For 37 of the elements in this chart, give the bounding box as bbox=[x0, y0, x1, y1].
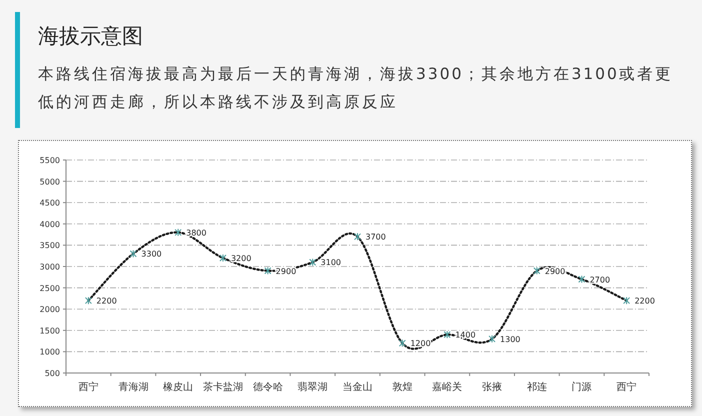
x-tick-label: 西宁 bbox=[616, 381, 637, 393]
x-tick-label: 门源 bbox=[572, 381, 592, 393]
y-tick-label: 2500 bbox=[40, 284, 60, 293]
x-tick-label: 翡翠湖 bbox=[298, 381, 328, 393]
x-tick-label: 祁连 bbox=[526, 381, 547, 393]
chart-subtitle: 本路线住宿海拔最高为最后一天的青海湖，海拔3300；其余地方在3100或者更低的河西走廊，所以本路线不涉及到高原反应 bbox=[38, 64, 674, 113]
data-label: 3200 bbox=[230, 254, 252, 263]
y-tick-label: 5500 bbox=[40, 156, 60, 165]
data-label: 2700 bbox=[590, 275, 610, 284]
data-label: 2200 bbox=[634, 296, 655, 306]
data-label: 3700 bbox=[366, 232, 386, 242]
data-label: 1400 bbox=[455, 330, 476, 340]
data-label: 2200 bbox=[96, 296, 117, 306]
y-tick-label: 2000 bbox=[40, 305, 60, 314]
x-tick-label: 德令哈 bbox=[252, 381, 283, 393]
x-tick-label: 敦煌 bbox=[392, 381, 412, 393]
data-label: 1300 bbox=[500, 334, 520, 344]
data-label: 2900 bbox=[544, 266, 566, 276]
data-label: 3800 bbox=[186, 228, 206, 238]
y-tick-label: 5000 bbox=[40, 177, 60, 186]
y-tick-label: 1000 bbox=[40, 348, 60, 357]
x-tick-label: 橡皮山 bbox=[163, 381, 194, 393]
data-label: 3300 bbox=[141, 250, 162, 259]
y-tick-label: 500 bbox=[44, 369, 60, 378]
y-tick-label: 4500 bbox=[40, 198, 60, 208]
x-tick-label: 茶卡盐湖 bbox=[202, 381, 243, 393]
y-tick-label: 4000 bbox=[40, 220, 60, 229]
data-label: 3100 bbox=[320, 258, 342, 268]
y-tick-label: 3000 bbox=[40, 262, 60, 272]
x-tick-label: 西宁 bbox=[78, 381, 98, 393]
x-tick-label: 张掖 bbox=[482, 381, 502, 393]
x-tick-label: 当金山 bbox=[342, 381, 372, 393]
chart-title: 海拔示意图 bbox=[38, 23, 144, 50]
x-tick-label: 青海湖 bbox=[118, 381, 148, 393]
y-tick-label: 1500 bbox=[40, 326, 60, 336]
y-tick-label: 3500 bbox=[40, 241, 60, 250]
x-tick-label: 嘉峪关 bbox=[432, 381, 462, 393]
